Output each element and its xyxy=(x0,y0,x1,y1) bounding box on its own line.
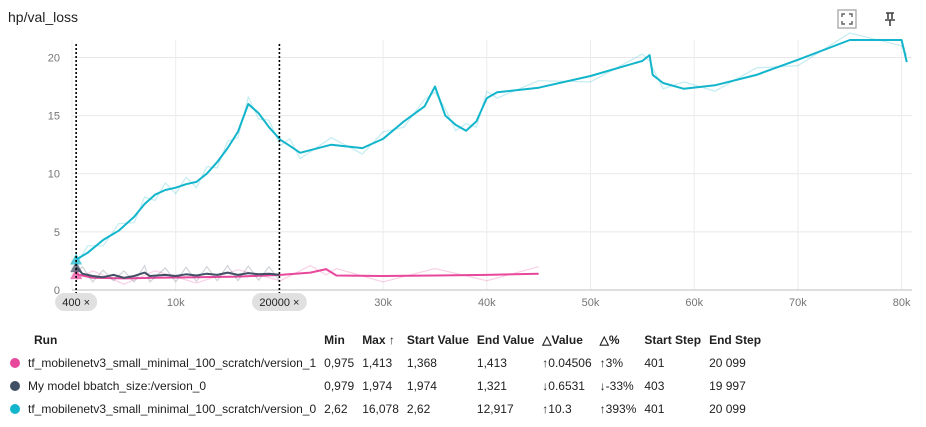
range-markers: 400 × 20000 × xyxy=(55,44,307,311)
table-body: tf_mobilenetv3_small_minimal_100_scratch… xyxy=(6,351,765,420)
cell-min: 2,62 xyxy=(324,401,348,416)
series-line-1 xyxy=(75,266,280,279)
runs-table: Run Min Max ↑ Start Value End Value △Value △% S… xyxy=(6,329,765,420)
column-header[interactable]: Min xyxy=(324,333,345,347)
cell-end: 12,917 xyxy=(476,401,514,416)
cell-dpct: ↑3% xyxy=(599,355,624,370)
cell-max: 16,078 xyxy=(362,401,399,416)
series-raw-line-1 xyxy=(75,264,280,283)
cell-estep: 19 997 xyxy=(709,378,746,393)
series-lines xyxy=(70,32,908,285)
chart-title: hp/val_loss xyxy=(8,9,79,25)
cell-start: 1,368 xyxy=(406,355,437,370)
x-tick-label: 10k xyxy=(167,297,185,309)
marker-chip-bg xyxy=(55,293,98,311)
cell-dpct: ↓-33% xyxy=(599,378,634,393)
pin-icon[interactable] xyxy=(877,6,903,32)
cell-min: 0,979 xyxy=(324,378,355,393)
marker-chip-bg xyxy=(252,293,307,311)
run-name: tf_mobilenetv3_small_minimal_100_scratch… xyxy=(28,401,317,416)
y-axis: 0 5 10 15 20 xyxy=(48,52,60,297)
run-color-dot xyxy=(10,381,20,392)
range-marker-chip[interactable]: 400 × xyxy=(55,293,98,311)
series-line-0 xyxy=(75,268,539,280)
run-name: My model bbatch_size:/version_0 xyxy=(28,378,207,393)
cell-dvalue: ↑10.3 xyxy=(542,401,572,416)
run-color-dot xyxy=(10,358,20,369)
x-tick-label: 30k xyxy=(374,297,392,309)
cell-end: 1,321 xyxy=(476,378,507,393)
x-tick-label: 60k xyxy=(685,297,703,309)
x-tick-label: 80k xyxy=(893,297,911,309)
column-header[interactable]: Run xyxy=(34,333,58,347)
column-header[interactable]: △% xyxy=(599,333,620,347)
cell-dvalue: ↓0.6531 xyxy=(542,378,585,393)
column-header[interactable]: Max ↑ xyxy=(362,333,395,347)
run-color-dot xyxy=(10,404,20,415)
x-axis: 0k10k30k40k50k60k70k80k xyxy=(66,289,912,309)
series-line-2 xyxy=(75,39,908,261)
cell-sstep: 401 xyxy=(644,355,665,370)
cell-end: 1,413 xyxy=(476,355,507,370)
series-raw-line-2 xyxy=(75,32,908,266)
table-row: My model bbatch_size:/version_0 0,979 1,97… xyxy=(6,374,765,397)
x-tick-label: 50k xyxy=(582,297,600,309)
x-tick-label: 70k xyxy=(789,297,807,309)
column-header[interactable]: Start Step xyxy=(644,333,702,347)
column-header[interactable]: Start Value xyxy=(406,333,469,347)
cell-dpct: ↑393% xyxy=(599,401,637,416)
cell-max: 1,413 xyxy=(362,355,393,370)
grid xyxy=(71,40,912,291)
cell-sstep: 401 xyxy=(644,401,665,416)
run-name: tf_mobilenetv3_small_minimal_100_scratch… xyxy=(28,355,317,370)
cell-start: 2,62 xyxy=(406,401,431,416)
cell-dvalue: ↑0.04506 xyxy=(542,355,592,370)
y-tick-label: 15 xyxy=(48,111,60,123)
cell-min: 0,975 xyxy=(324,355,355,370)
column-header[interactable]: △Value xyxy=(542,333,583,347)
y-tick-label: 10 xyxy=(48,169,60,181)
cell-max: 1,974 xyxy=(362,378,393,393)
column-header[interactable]: End Value xyxy=(476,333,535,347)
cell-start: 1,974 xyxy=(406,378,437,393)
table-row: tf_mobilenetv3_small_minimal_100_scratch… xyxy=(6,351,765,374)
cell-sstep: 403 xyxy=(644,378,665,393)
table-row: tf_mobilenetv3_small_minimal_100_scratch… xyxy=(6,397,765,420)
fit-domain-icon[interactable] xyxy=(834,6,860,32)
column-header[interactable]: End Step xyxy=(709,333,762,347)
y-tick-label: 0 xyxy=(54,285,60,297)
marker-chip-label: 20000 × xyxy=(259,297,299,309)
marker-chip-label: 400 × xyxy=(62,297,90,309)
cell-estep: 20 099 xyxy=(709,401,746,416)
table-header: Run Min Max ↑ Start Value End Value △Value △% S… xyxy=(6,329,765,351)
cell-estep: 20 099 xyxy=(709,355,746,370)
y-tick-label: 20 xyxy=(48,52,60,64)
series-start-marker xyxy=(70,253,83,265)
x-tick-label: 40k xyxy=(478,297,496,309)
range-marker-chip[interactable]: 20000 × xyxy=(252,293,307,311)
y-tick-label: 5 xyxy=(54,227,60,239)
series-start-marker xyxy=(70,261,83,273)
